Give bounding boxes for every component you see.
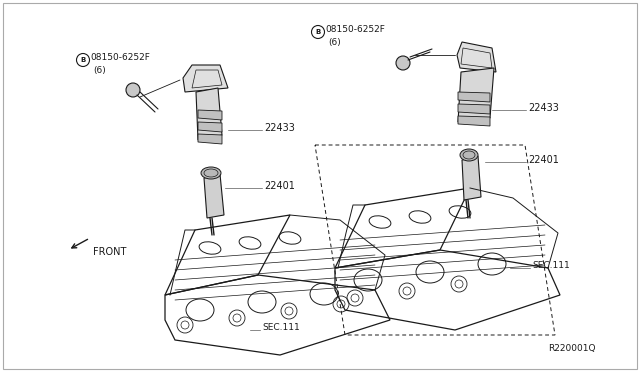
Polygon shape [198, 122, 222, 132]
Text: 08150-6252F: 08150-6252F [325, 26, 385, 35]
Text: B: B [316, 29, 321, 35]
Text: 08150-6252F: 08150-6252F [90, 54, 150, 62]
Polygon shape [204, 174, 224, 218]
Polygon shape [183, 65, 228, 92]
Text: SEC.111: SEC.111 [532, 262, 570, 270]
Text: R220001Q: R220001Q [548, 343, 595, 353]
Text: SEC.111: SEC.111 [262, 324, 300, 333]
Polygon shape [458, 104, 490, 114]
Polygon shape [458, 68, 494, 122]
Ellipse shape [201, 167, 221, 179]
Circle shape [396, 56, 410, 70]
Text: (6): (6) [93, 65, 106, 74]
Text: 22433: 22433 [264, 123, 295, 133]
Polygon shape [462, 156, 481, 200]
Ellipse shape [460, 149, 478, 161]
Polygon shape [198, 134, 222, 144]
Text: 22433: 22433 [528, 103, 559, 113]
Text: FRONT: FRONT [93, 247, 126, 257]
Polygon shape [458, 92, 490, 102]
Polygon shape [457, 42, 496, 72]
Text: 22401: 22401 [528, 155, 559, 165]
Text: B: B [81, 57, 86, 63]
Polygon shape [458, 116, 490, 126]
Polygon shape [196, 88, 222, 140]
Circle shape [126, 83, 140, 97]
Text: 22401: 22401 [264, 181, 295, 191]
Text: (6): (6) [328, 38, 340, 46]
Polygon shape [198, 110, 222, 120]
